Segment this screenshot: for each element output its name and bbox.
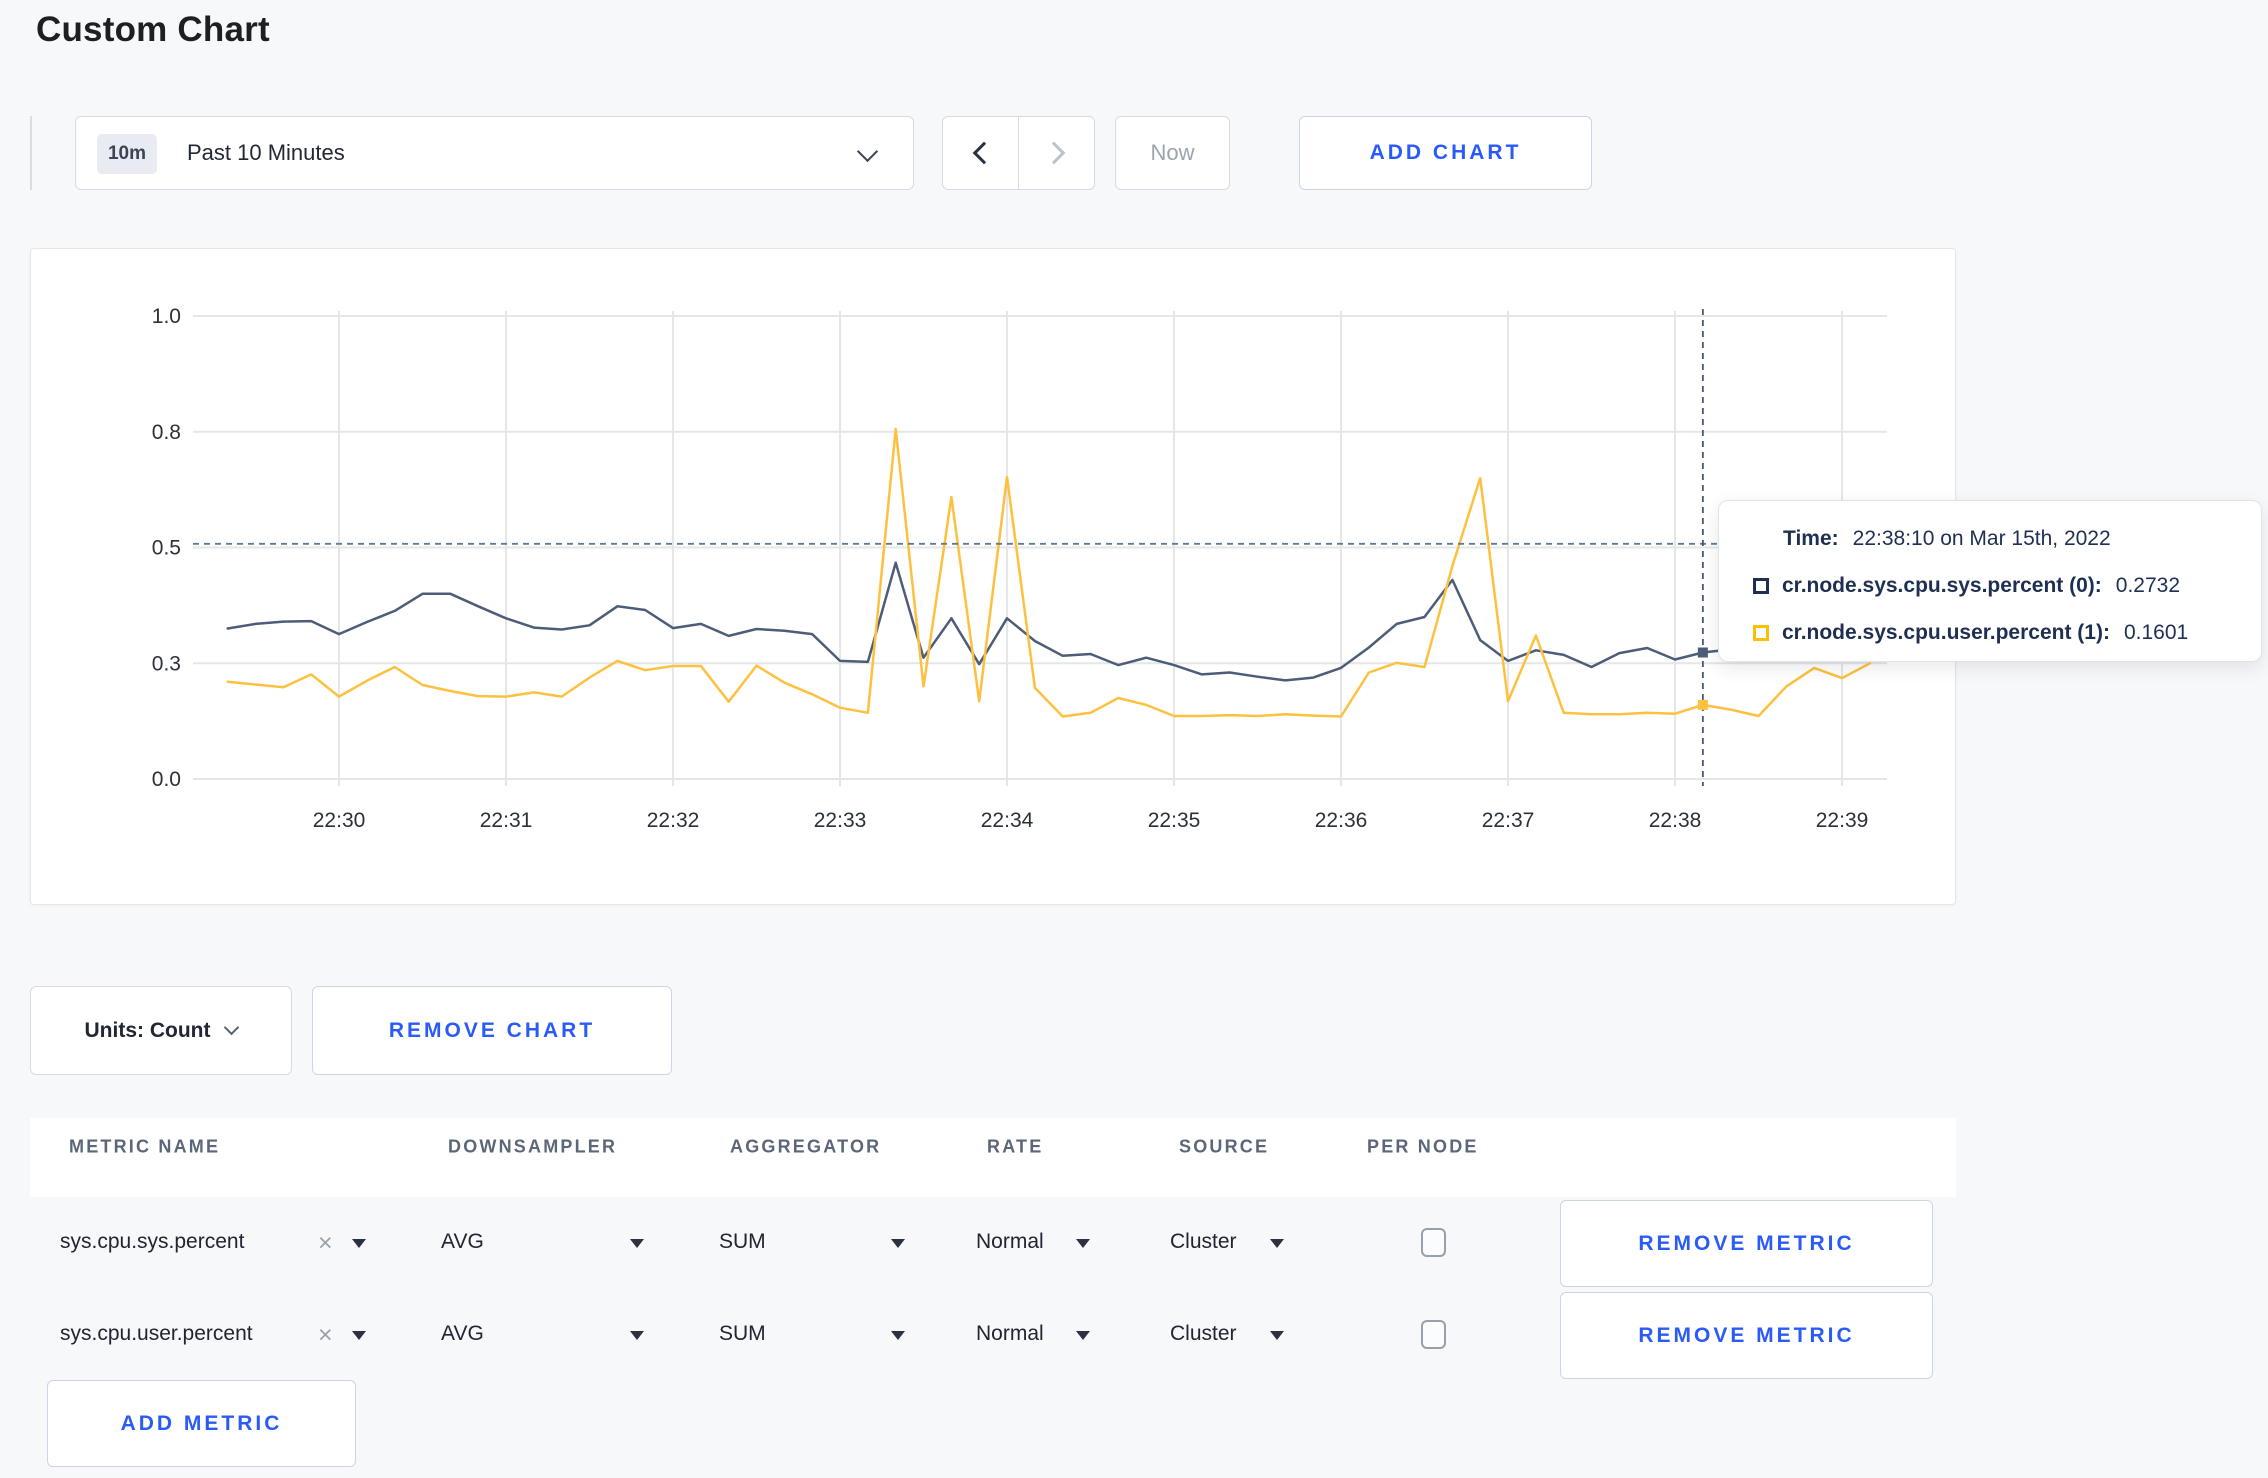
x-axis-tick-label: 22:39: [1816, 809, 1869, 832]
tooltip-time-value: 22:38:10 on Mar 15th, 2022: [1852, 527, 2111, 550]
time-nav-group: [942, 116, 1095, 190]
x-axis-tick-label: 22:32: [647, 809, 700, 832]
time-forward-button[interactable]: [1019, 117, 1094, 189]
downsampler-select[interactable]: AVG: [441, 1322, 484, 1345]
now-button[interactable]: Now: [1115, 116, 1230, 190]
per-node-checkbox[interactable]: [1421, 1320, 1446, 1349]
series-line: [226, 561, 1872, 682]
x-axis-tick-label: 22:35: [1148, 809, 1201, 832]
clear-metric-icon[interactable]: ×: [318, 1321, 333, 1349]
series-line: [226, 427, 1872, 718]
y-axis-tick-label: 1.0: [152, 305, 181, 328]
remove-metric-button[interactable]: REMOVE METRIC: [1560, 1292, 1933, 1379]
time-back-button[interactable]: [943, 117, 1018, 189]
caret-down-icon: [1270, 1239, 1284, 1248]
col-header-source: SOURCE: [1179, 1136, 1270, 1157]
col-header-aggregator: AGGREGATOR: [730, 1136, 882, 1157]
remove-metric-button[interactable]: REMOVE METRIC: [1560, 1200, 1933, 1287]
source-select[interactable]: Cluster: [1170, 1230, 1237, 1253]
x-axis-tick-label: 22:36: [1315, 809, 1368, 832]
tooltip-series-user-label: cr.node.sys.cpu.user.percent (1):: [1782, 621, 2110, 644]
time-range-badge: 10m: [97, 134, 157, 174]
x-axis-tick-label: 22:37: [1482, 809, 1535, 832]
time-range-label: Past 10 Minutes: [187, 140, 345, 165]
metrics-table-header: [30, 1118, 1956, 1197]
clear-metric-icon[interactable]: ×: [318, 1229, 333, 1257]
units-label: Units: Count: [84, 1018, 211, 1042]
tooltip-series-user-value: 0.1601: [2123, 621, 2189, 644]
y-axis-tick-label: 0.5: [152, 537, 181, 560]
rate-select[interactable]: Normal: [976, 1322, 1044, 1345]
caret-down-icon: [1270, 1331, 1284, 1340]
chart-card: 0.0 0.3 0.5 0.8 1.0 22:30 22:31 22:32 22:33 22:34…: [30, 248, 1956, 905]
caret-down-icon: [630, 1331, 644, 1340]
x-axis-tick-label: 22:31: [480, 809, 533, 832]
col-header-downsampler: DOWNSAMPLER: [448, 1136, 618, 1157]
caret-down-icon: [1076, 1239, 1090, 1248]
col-header-metric-name: METRIC NAME: [69, 1136, 221, 1157]
x-axis-tick-label: 22:33: [814, 809, 867, 832]
per-node-checkbox[interactable]: [1421, 1228, 1446, 1257]
caret-down-icon: [891, 1239, 905, 1248]
metric-name-select[interactable]: sys.cpu.user.percent: [60, 1322, 253, 1345]
x-axis-tick-label: 22:34: [981, 809, 1034, 832]
caret-down-icon: [630, 1239, 644, 1248]
metric-name-select[interactable]: sys.cpu.sys.percent: [60, 1230, 245, 1253]
nav-separator: [1018, 117, 1019, 189]
caret-down-icon: [1076, 1331, 1090, 1340]
toolbar-divider: [30, 116, 32, 190]
x-axis-tick-label: 22:38: [1649, 809, 1702, 832]
downsampler-select[interactable]: AVG: [441, 1230, 484, 1253]
source-select[interactable]: Cluster: [1170, 1322, 1237, 1345]
page-title: Custom Chart: [36, 10, 270, 49]
add-metric-button[interactable]: ADD METRIC: [47, 1380, 356, 1467]
remove-chart-button[interactable]: REMOVE CHART: [312, 986, 672, 1075]
y-axis-tick-label: 0.8: [152, 421, 181, 444]
col-header-per-node: PER NODE: [1367, 1136, 1479, 1157]
time-range-selector[interactable]: 10m Past 10 Minutes: [75, 116, 914, 190]
caret-down-icon: [352, 1331, 366, 1340]
y-axis-tick-label: 0.0: [152, 768, 181, 791]
col-header-rate: RATE: [987, 1136, 1044, 1157]
aggregator-select[interactable]: SUM: [719, 1322, 766, 1345]
series-user-swatch-icon: [1753, 625, 1769, 641]
chevron-left-icon: [972, 141, 995, 165]
rate-select[interactable]: Normal: [976, 1230, 1044, 1253]
chevron-right-icon: [1042, 141, 1065, 165]
y-axis-tick-label: 0.3: [152, 652, 181, 675]
x-axis-tick-label: 22:30: [313, 809, 366, 832]
tooltip-series-sys-label: cr.node.sys.cpu.sys.percent (0):: [1782, 574, 2102, 597]
caret-down-icon: [891, 1331, 905, 1340]
tooltip-series-sys-value: 0.2732: [2115, 574, 2181, 597]
series-sys-swatch-icon: [1753, 578, 1769, 594]
chevron-down-icon: [856, 140, 879, 163]
cpu-chart-svg[interactable]: 0.0 0.3 0.5 0.8 1.0 22:30 22:31 22:32 22:33 22:34…: [31, 249, 1957, 906]
add-chart-button[interactable]: ADD CHART: [1299, 116, 1592, 190]
chart-tooltip: Time: 22:38:10 on Mar 15th, 2022 cr.node…: [1718, 500, 2262, 662]
caret-down-icon: [352, 1239, 366, 1248]
aggregator-select[interactable]: SUM: [719, 1230, 766, 1253]
tooltip-time-label: Time:: [1783, 527, 1839, 550]
chevron-down-icon: [224, 1019, 240, 1036]
units-select[interactable]: Units: Count: [30, 986, 292, 1075]
